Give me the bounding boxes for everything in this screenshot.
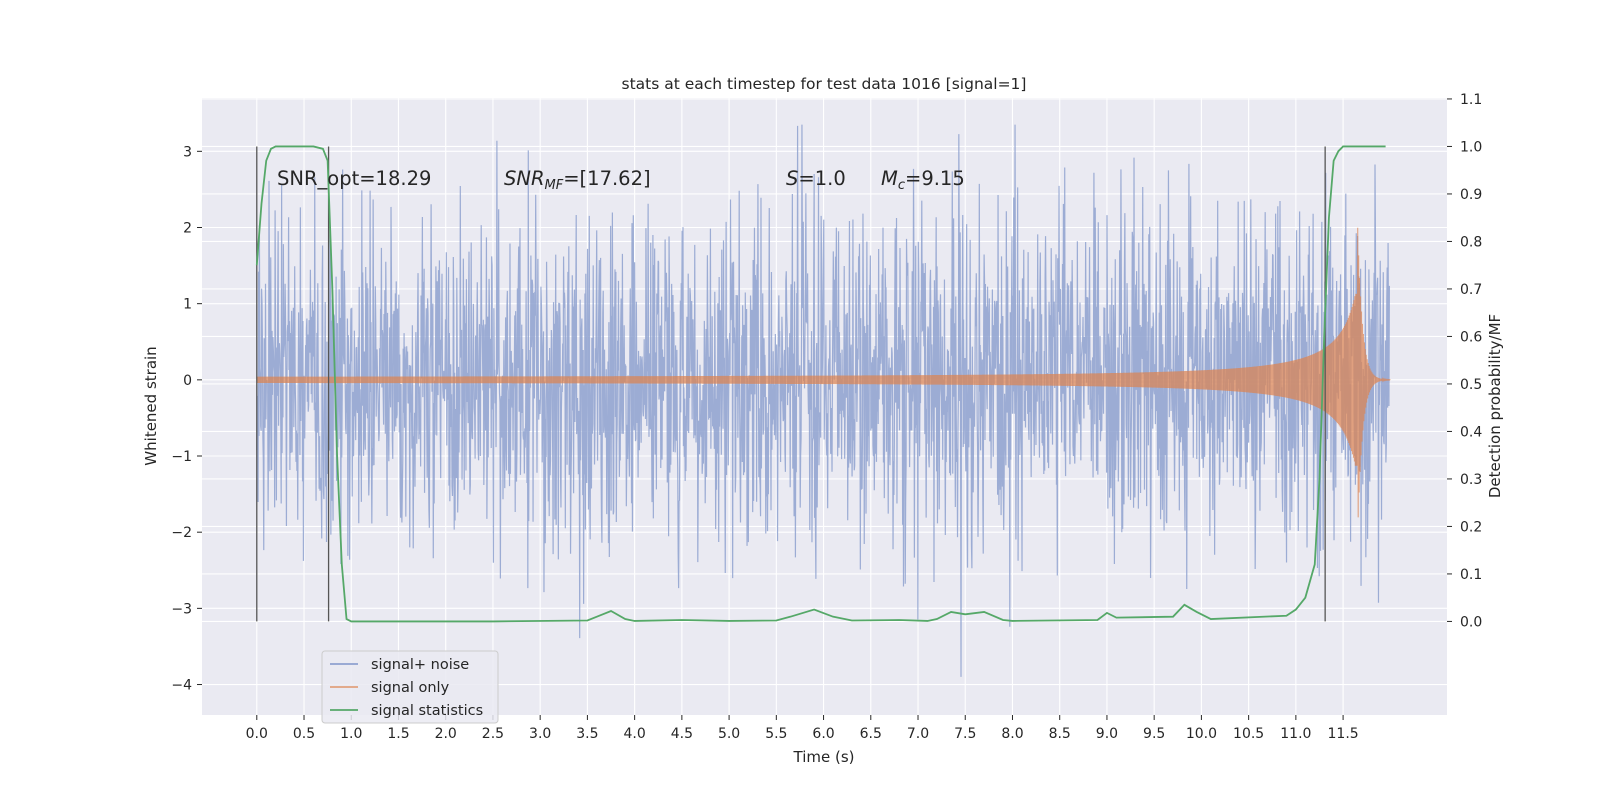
y2-tick-label: 1.1 [1460, 92, 1482, 108]
legend: signal+ noise signal only signal statist… [321, 650, 499, 724]
y2-tick-label: 1.0 [1460, 139, 1482, 155]
y-tick-label: −3 [171, 601, 192, 617]
x-tick-label: 3.0 [529, 726, 551, 742]
y2-tick-label: 0.5 [1460, 377, 1482, 393]
y2-tick-label: 0.3 [1460, 472, 1482, 488]
x-tick-label: 8.5 [1049, 726, 1071, 742]
x-tick-label: 3.5 [576, 726, 598, 742]
y-tick-label: 0 [183, 373, 192, 389]
y-tick-label: −2 [171, 525, 192, 541]
y2-tick-label: 0.8 [1460, 234, 1482, 250]
x-tick-label: 5.5 [765, 726, 787, 742]
vertical-markers [256, 146, 1326, 622]
y-tick-label: 2 [183, 220, 192, 236]
annotation-s-value: =1.0 [798, 167, 845, 190]
chart-title: stats at each timestep for test data 101… [622, 75, 1027, 93]
annotation-snr-opt: SNR_opt=18.29 [277, 167, 431, 190]
y2-tick-label: 0.1 [1460, 567, 1482, 583]
x-tick-label: 9.0 [1096, 726, 1118, 742]
x-tick-label: 1.5 [387, 726, 409, 742]
annotation-s: S=1.0 [786, 167, 846, 190]
y-axis-ticks: −4 −3 −2 −1 0 1 2 3 [171, 144, 202, 694]
x-tick-label: 4.0 [623, 726, 645, 742]
y2-tick-label: 0.6 [1460, 329, 1482, 345]
y2-tick-label: 0.4 [1460, 424, 1482, 440]
y2-tick-label: 0.0 [1460, 614, 1482, 630]
x-tick-label: 4.5 [671, 726, 693, 742]
x-axis-ticks: 0.0 0.5 1.0 1.5 2.0 2.5 3.0 3.5 4.0 4.5 5.0 5.5 6.0 6… [246, 715, 1359, 742]
x-tick-label: 9.5 [1143, 726, 1165, 742]
x-tick-label: 11.0 [1280, 726, 1311, 742]
annotation-snr-mf-value: =[17.62] [563, 167, 650, 190]
x-tick-label: 11.5 [1328, 726, 1359, 742]
y-tick-label: −1 [171, 449, 192, 465]
x-tick-label: 10.5 [1233, 726, 1264, 742]
x-tick-label: 0.5 [293, 726, 315, 742]
signal-only-series [256, 227, 1391, 518]
annotation-mc: Mc=9.15 [881, 167, 965, 193]
signal-statistics-series [255, 145, 1386, 623]
x-tick-label: 6.5 [860, 726, 882, 742]
x-tick-label: 2.5 [482, 726, 504, 742]
y-tick-label: 3 [183, 144, 192, 160]
y2-axis-ticks: 0.0 0.1 0.2 0.3 0.4 0.5 0.6 0.7 0.8 0.9 1.0 1.1 [1447, 92, 1482, 630]
legend-label-signal-noise: signal+ noise [371, 657, 469, 673]
y-tick-label: 1 [183, 297, 192, 313]
signal-noise-series [256, 124, 1390, 677]
legend-box [321, 650, 499, 724]
x-tick-label: 7.5 [954, 726, 976, 742]
x-tick-label: 10.0 [1186, 726, 1217, 742]
x-tick-label: 6.0 [812, 726, 834, 742]
x-tick-label: 0.0 [246, 726, 268, 742]
x-tick-label: 8.0 [1001, 726, 1023, 742]
x-tick-label: 2.0 [435, 726, 457, 742]
annotation-mc-value: =9.15 [905, 167, 965, 190]
y2-tick-label: 0.7 [1460, 282, 1482, 298]
x-axis-label: Time (s) [793, 748, 855, 766]
x-tick-label: 7.0 [907, 726, 929, 742]
y2-tick-label: 0.9 [1460, 187, 1482, 203]
annotation-snr-mf: SNRMF=[17.62] [504, 167, 651, 193]
y-axis-label: Whitened strain [142, 346, 160, 465]
x-tick-label: 5.0 [718, 726, 740, 742]
legend-label-signal-only: signal only [371, 680, 450, 696]
x-tick-label: 1.0 [340, 726, 362, 742]
y-tick-label: −4 [171, 678, 192, 694]
y2-tick-label: 0.2 [1460, 519, 1482, 535]
legend-label-signal-statistics: signal statistics [371, 703, 483, 719]
y2-axis-label: Detection probability/MF [1486, 314, 1504, 498]
